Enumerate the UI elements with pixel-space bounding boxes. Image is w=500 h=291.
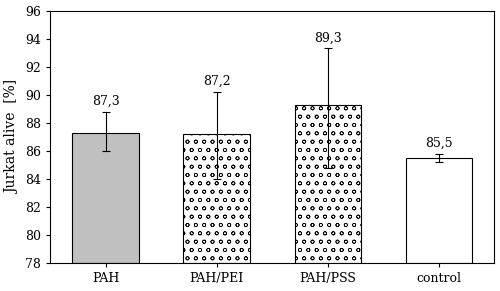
- Bar: [72, 133, 139, 263]
- Text: 85,5: 85,5: [425, 137, 452, 150]
- Text: 87,3: 87,3: [92, 95, 120, 107]
- Text: 87,2: 87,2: [203, 75, 230, 88]
- Y-axis label: Jurkat alive  [%]: Jurkat alive [%]: [6, 80, 20, 194]
- Bar: [406, 158, 472, 263]
- Text: 89,3: 89,3: [314, 31, 342, 44]
- Bar: [294, 105, 361, 263]
- Bar: [184, 134, 250, 263]
